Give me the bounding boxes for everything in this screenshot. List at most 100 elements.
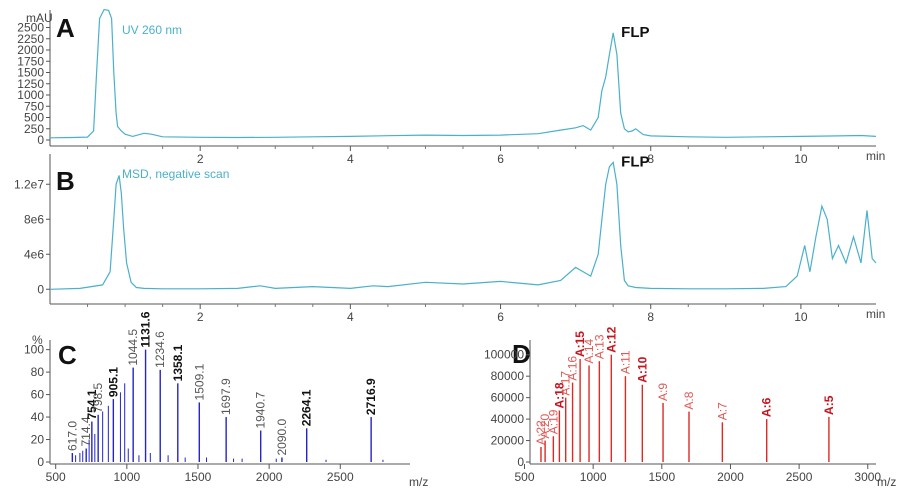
panel-d-peak-label: A:15: [573, 331, 587, 357]
panel-d-peak-label: A:17: [559, 371, 573, 396]
panel-a-ytick-label: 2000: [17, 43, 44, 57]
panel-c-xtick-label: 500: [46, 470, 66, 484]
panel-a-ytick-label: 2500: [17, 21, 44, 35]
panel-d-peak-label: A:19: [546, 409, 560, 434]
panel-d-ytick-label: 100000: [484, 348, 524, 362]
panel-d-deconvoluted-spectrum: D m/z 0 20000 40000 60000 80000 100000 500 1000…: [484, 326, 896, 489]
panel-b-ytick-label: 0: [37, 282, 44, 296]
panel-letter-c: C: [58, 340, 77, 370]
panel-b-trace-label: MSD, negative scan: [122, 167, 229, 181]
panel-a-ytick-label: 2250: [17, 32, 44, 46]
panel-d-xtick-label: 1500: [648, 470, 675, 484]
panel-a-xtick-label: 2: [197, 152, 204, 166]
panel-d-peak-label: A:7: [715, 402, 729, 420]
panel-c-peak-label: 905.1: [106, 367, 120, 397]
panel-a-peak-label: FLP: [621, 24, 649, 41]
panel-c-ytick-label: 20: [31, 433, 45, 447]
panel-d-peak-label: A:22: [534, 420, 548, 445]
panel-a-trace: [49, 8, 877, 139]
panel-c-ytick-label: 0: [37, 455, 44, 469]
panel-letter-b: B: [56, 166, 75, 196]
panel-d-ytick-label: 20000: [491, 434, 525, 448]
panel-d-peak-label: A:6: [760, 397, 774, 417]
panel-c-xtick-label: 2500: [327, 470, 354, 484]
panel-d-ytick-label: 60000: [491, 391, 525, 405]
panel-d-peak-label: A:10: [635, 356, 649, 382]
panel-a-ytick-label: 1500: [17, 66, 44, 80]
panel-d-peak-label: A:5: [822, 395, 836, 415]
panel-b-xtick-label: 4: [347, 310, 354, 324]
panel-b-x-unit: min: [866, 307, 885, 321]
panel-a-xtick-label: 10: [794, 152, 808, 166]
panel-a-ytick-label: 1750: [17, 54, 44, 68]
panel-d-ytick-label: 40000: [491, 412, 525, 426]
panel-d-xtick-label: 2500: [786, 470, 813, 484]
panel-c-peak-label: 1131.6: [139, 311, 153, 347]
panel-c-peak-label: 714.4: [79, 416, 93, 446]
panel-b-xtick-label: 6: [497, 310, 504, 324]
panel-d-peak-label: A:14: [582, 338, 596, 363]
panel-d-peak-label: A:9: [656, 383, 670, 401]
panel-d-xtick-label: 3000: [854, 470, 881, 484]
panel-c-ytick-label: 100: [24, 343, 44, 357]
panel-b-msd-chromatogram: B MSD, negative scan min 0 4e6 8e6 1.2e7 2 4 6…: [14, 153, 885, 324]
panel-c-xtick-label: 1500: [185, 470, 212, 484]
panel-c-peak-label: 1940.7: [254, 392, 268, 429]
panel-letter-a: A: [56, 13, 75, 43]
panel-c-ytick-label: 40: [31, 410, 45, 424]
panel-c-peak-label: 2264.1: [300, 389, 314, 426]
panel-a-uv-chromatogram: A mAU UV 260 nm min 02505007501000125015…: [17, 8, 885, 166]
panel-d-x-unit: m/z: [877, 475, 896, 489]
panel-d-peak-label: A:11: [618, 350, 632, 374]
panel-d-xtick-label: 2000: [717, 470, 744, 484]
panel-a-trace-label: UV 260 nm: [122, 23, 182, 37]
panel-b-xtick-label: 10: [794, 310, 808, 324]
panel-b-ytick-label: 4e6: [24, 247, 44, 261]
panel-b-xtick-label: 2: [197, 310, 204, 324]
panel-c-peak-label: 1044.5: [126, 329, 140, 366]
panel-a-xtick-label: 8: [647, 152, 654, 166]
panel-c-x-unit: m/z: [409, 475, 428, 489]
panel-b-peak-label: FLP: [621, 153, 649, 170]
panel-c-peak-label: 2716.9: [364, 378, 378, 415]
panel-c-peak-label: 754.1: [85, 389, 99, 419]
panel-b-trace: [49, 161, 877, 290]
panel-d-peak-label: A:12: [604, 326, 618, 352]
panel-b-xtick-label: 8: [647, 310, 654, 324]
panel-a-ytick-label: 500: [24, 111, 44, 125]
panel-c-peak-label: 1697.9: [219, 378, 233, 415]
panel-c-ytick-label: 80: [31, 365, 45, 379]
panel-a-x-unit: min: [866, 149, 885, 163]
panel-c-peak-label: 1234.6: [153, 331, 167, 368]
panel-b-ytick-label: 8e6: [24, 212, 44, 226]
panel-c-mass-spectrum: C % m/z 0 20 40 60 80 100 500 1000 1500 2000 2500 6…: [24, 311, 428, 489]
panel-d-ytick-label: 0: [517, 455, 524, 469]
panel-d-ytick-label: 80000: [491, 369, 525, 383]
panel-d-xtick-label: 500: [514, 470, 534, 484]
panel-c-peak-label: 1509.1: [192, 363, 206, 400]
panel-c-xtick-label: 1000: [113, 470, 140, 484]
panel-b-ytick-label: 1.2e7: [14, 177, 44, 191]
panel-a-ytick-label: 1000: [17, 88, 44, 102]
panel-c-y-unit: %: [32, 333, 43, 347]
panel-d-peak-label: A:13: [592, 334, 606, 359]
panel-d-peak-label: A:18: [552, 382, 566, 408]
panel-c-xtick-label: 2000: [256, 470, 283, 484]
panel-d-peak-label: A:16: [566, 356, 580, 381]
panel-c-peak-label: 2090.0: [275, 418, 289, 455]
panel-a-ytick-label: 1250: [17, 77, 44, 91]
panel-d-peak-label: A:8: [682, 391, 696, 409]
panel-d-peak-label: A:20: [538, 414, 552, 439]
panel-c-ytick-label: 60: [31, 388, 45, 402]
panel-c-peak-label: 1358.1: [171, 344, 185, 381]
panel-letter-d: D: [512, 339, 531, 369]
panel-d-xtick-label: 1000: [580, 470, 607, 484]
panel-a-ytick-label: 0: [37, 133, 44, 147]
panel-a-y-unit: mAU: [26, 11, 53, 25]
panel-c-peak-label: 617.0: [65, 421, 79, 451]
panel-a-xtick-label: 6: [497, 152, 504, 166]
panel-a-ytick-label: 750: [24, 99, 44, 113]
panel-a-ytick-label: 250: [24, 122, 44, 136]
panel-a-xtick-label: 4: [347, 152, 354, 166]
